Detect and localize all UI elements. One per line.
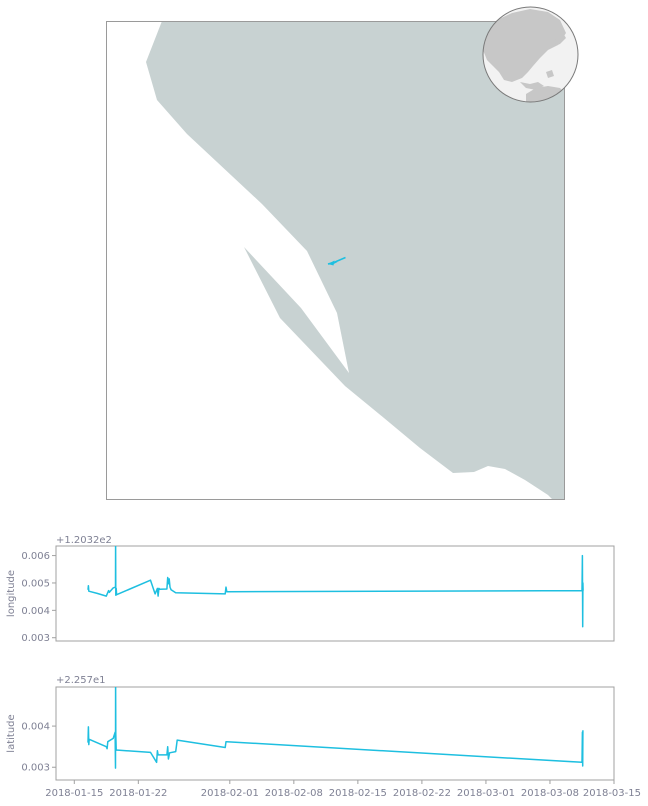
longitude-y-tick-label: 0.005 [21,578,50,589]
land-mass [146,21,565,500]
longitude-offset-label: +1.2032e2 [56,535,112,546]
map-track-arrow [328,260,335,266]
longitude-chart: +1.2032e2 longitude 0.003 0.004 0.005 0.006 [6,535,615,644]
map-panel [106,6,579,500]
latitude-axis-title: latitude [6,714,17,752]
globe-asia-land [483,9,566,82]
globe-japan-land [555,33,566,46]
globe-outline [482,6,579,103]
latitude-offset-label: +2.257e1 [56,675,106,686]
latitude-x-tick-label: 2018-01-22 [109,788,167,799]
longitude-y-tick-label: 0.006 [21,551,50,562]
longitude-series-line [87,546,584,628]
latitude-x-tick-label: 2018-03-01 [457,788,515,799]
latitude-y-tick-label: 0.004 [21,722,50,733]
longitude-y-ticks: 0.003 0.004 0.005 0.006 [21,551,56,644]
latitude-plot-frame [55,686,615,781]
latitude-x-tick-label: 2018-02-15 [329,788,387,799]
latitude-x-tick-label: 2018-02-08 [265,788,323,799]
latitude-x-tick-label: 2018-02-22 [393,788,451,799]
latitude-x-tick-label: 2018-01-15 [45,788,103,799]
longitude-y-tick-label: 0.003 [21,633,50,644]
longitude-axis-title: longitude [6,570,17,617]
latitude-x-tick-label: 2018-03-15 [583,788,641,799]
map-frame [106,21,565,500]
latitude-y-tick-label: 0.003 [21,763,50,774]
longitude-y-tick-label: 0.004 [21,606,50,617]
globe-islands-land [520,70,554,90]
latitude-x-tick-label: 2018-03-08 [521,788,579,799]
longitude-plot-frame [55,545,615,642]
latitude-x-tick-label: 2018-02-01 [201,788,259,799]
latitude-x-ticks: 2018-01-15 2018-01-22 2018-02-01 2018-02-08… [45,780,641,799]
latitude-series-line [87,687,584,769]
latitude-y-ticks: 0.003 0.004 [21,722,56,774]
